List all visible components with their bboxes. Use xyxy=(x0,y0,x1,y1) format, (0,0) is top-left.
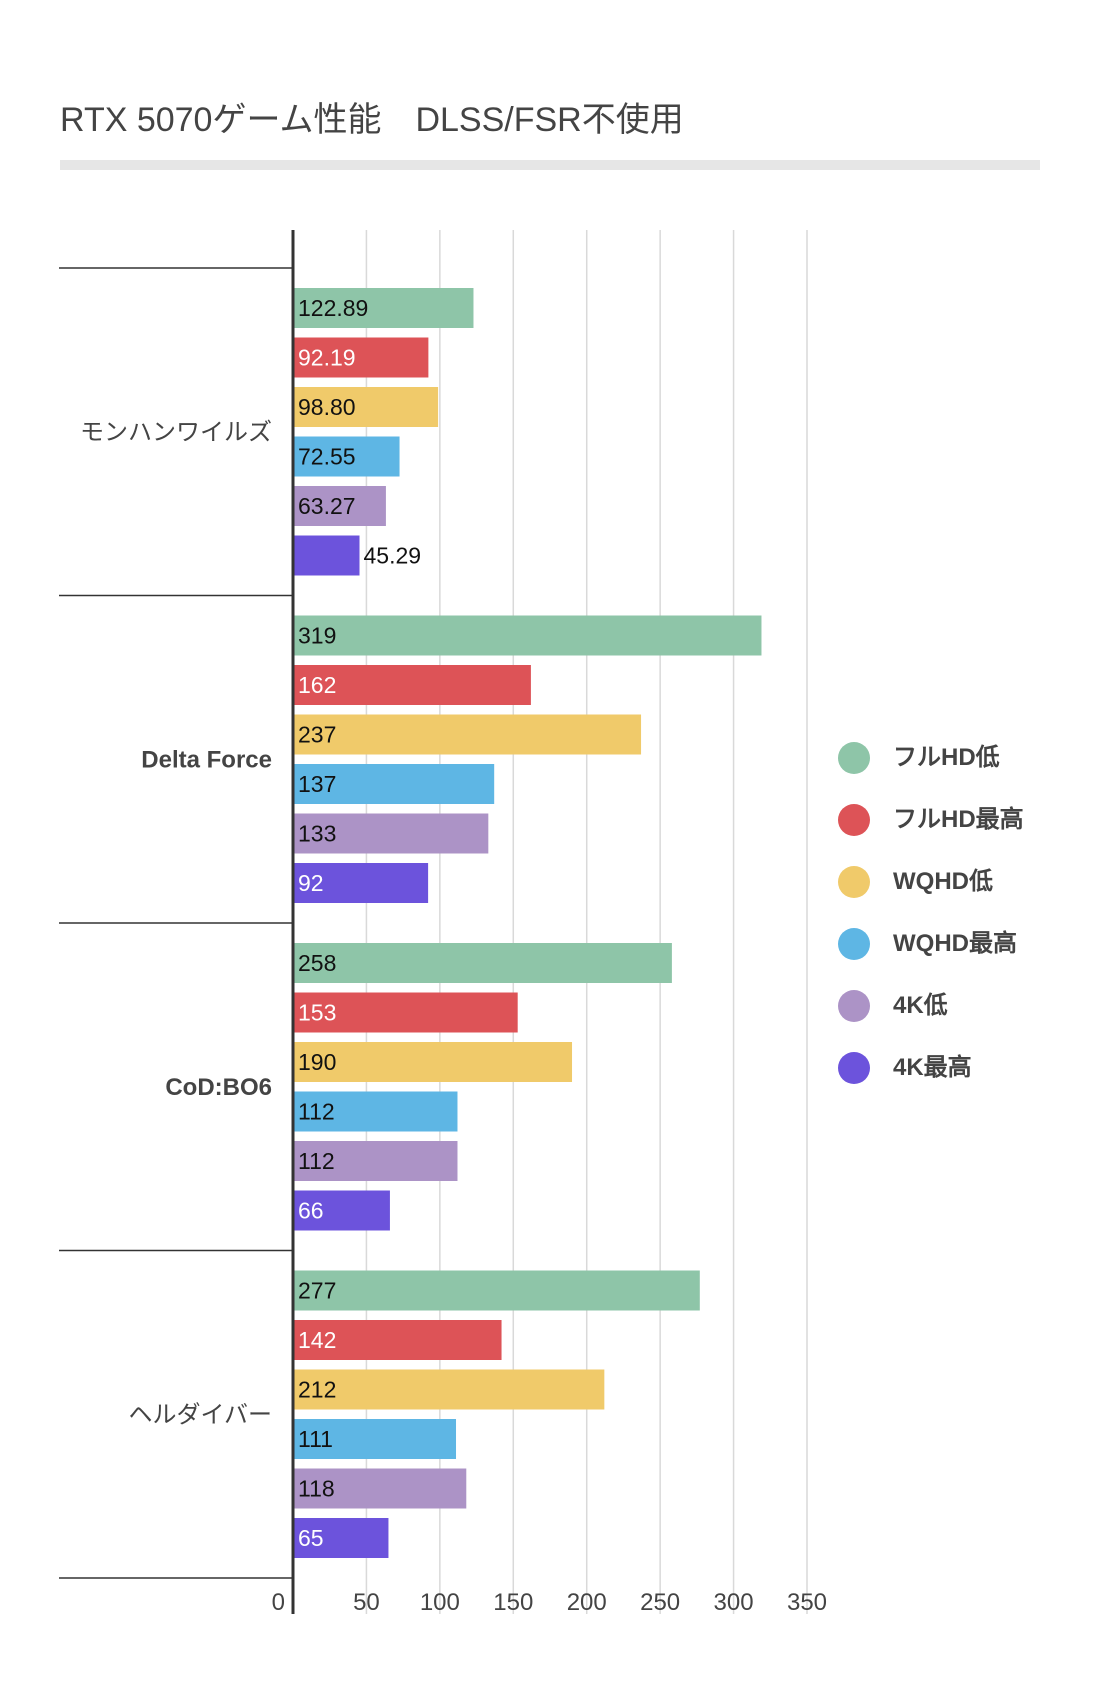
legend-label: WQHD最高 xyxy=(893,930,1017,957)
bar-value-label: 212 xyxy=(298,1377,336,1403)
bar xyxy=(293,535,360,576)
legend-item: フルHD最高 xyxy=(838,802,1033,838)
bar xyxy=(293,337,429,378)
bar-value-label: 153 xyxy=(298,1000,336,1026)
x-tick-label: 0 xyxy=(272,1589,285,1616)
legend-item: フルHD低 xyxy=(838,740,1033,776)
category-label: CoD:BO6 xyxy=(165,1074,272,1101)
bar-value-label: 258 xyxy=(298,950,336,976)
bar-value-label: 111 xyxy=(298,1426,333,1452)
bar-value-label: 142 xyxy=(298,1327,336,1353)
bar xyxy=(293,1270,700,1311)
bar-value-label: 319 xyxy=(298,623,336,649)
bar-value-label: 92.19 xyxy=(298,345,356,371)
bar xyxy=(293,288,474,328)
bar-value-label: 63.27 xyxy=(298,493,356,519)
x-tick-label: 250 xyxy=(640,1589,680,1616)
bar xyxy=(293,1518,389,1558)
x-tick-label: 150 xyxy=(493,1589,533,1616)
bar xyxy=(293,863,429,903)
legend-label: 4K最高 xyxy=(893,1054,972,1081)
title-divider xyxy=(60,160,1040,170)
legend-item: WQHD最高 xyxy=(838,926,1033,962)
bar-value-label: 98.80 xyxy=(298,394,356,420)
bar xyxy=(293,1320,502,1360)
bar xyxy=(293,387,439,427)
x-tick-label: 100 xyxy=(420,1589,460,1616)
bar-value-label: 122.89 xyxy=(298,295,368,321)
bar-value-label: 118 xyxy=(298,1476,335,1502)
x-tick-label: 200 xyxy=(567,1589,607,1616)
category-label: モンハンワイルズ xyxy=(80,419,272,446)
bar xyxy=(293,1042,573,1082)
bar xyxy=(293,1468,467,1509)
bar-value-label: 65 xyxy=(298,1525,324,1551)
legend-label: フルHD最高 xyxy=(893,806,1024,833)
bar xyxy=(293,665,531,705)
x-tick-label: 300 xyxy=(714,1589,754,1616)
bar xyxy=(293,813,489,854)
bar-value-label: 72.55 xyxy=(298,444,356,470)
bar-value-label: 277 xyxy=(298,1278,336,1304)
bar xyxy=(293,1091,458,1132)
legend-item: 4K最高 xyxy=(838,1050,1033,1086)
bar-value-label: 133 xyxy=(298,821,336,847)
chart-title: RTX 5070ゲーム性能 DLSS/FSR不使用 xyxy=(60,101,684,139)
legend-swatch xyxy=(838,866,870,898)
bar xyxy=(293,714,642,755)
bar xyxy=(293,1190,390,1231)
bar-value-label: 190 xyxy=(298,1049,336,1075)
bar xyxy=(293,615,762,656)
legend-label: 4K低 xyxy=(893,992,948,1019)
bar-value-label: 162 xyxy=(298,672,336,698)
legend-swatch xyxy=(838,928,870,960)
bar-value-label: 66 xyxy=(298,1198,324,1224)
bar-value-label: 112 xyxy=(298,1099,335,1125)
legend-item: WQHD低 xyxy=(838,864,1033,900)
bar xyxy=(293,436,400,477)
legend-label: WQHD低 xyxy=(893,868,993,895)
bar-value-label: 112 xyxy=(298,1148,335,1174)
legend-label: フルHD低 xyxy=(893,744,1000,771)
legend: フルHD低フルHD最高 WQHD低 WQHD最高 4K低 4K最高 xyxy=(838,740,1078,1112)
bar xyxy=(293,486,386,526)
bar xyxy=(293,764,495,804)
bar-value-label: 137 xyxy=(298,771,336,797)
legend-swatch xyxy=(838,990,870,1022)
bar xyxy=(293,943,672,983)
legend-item: 4K低 xyxy=(838,988,1033,1024)
bar xyxy=(293,1369,605,1410)
legend-swatch xyxy=(838,742,870,774)
category-label: ヘルダイバー xyxy=(128,1401,272,1428)
bar-value-label: 92 xyxy=(298,870,324,896)
bar-value-label: 237 xyxy=(298,722,336,748)
bar-value-label: 45.29 xyxy=(364,543,422,569)
bar xyxy=(293,1141,458,1181)
bar xyxy=(293,1419,457,1459)
bar xyxy=(293,992,518,1033)
x-tick-label: 50 xyxy=(353,1589,380,1616)
category-label: Delta Force xyxy=(141,746,272,773)
legend-swatch xyxy=(838,1052,870,1084)
legend-swatch xyxy=(838,804,870,836)
x-tick-label: 350 xyxy=(787,1589,827,1616)
